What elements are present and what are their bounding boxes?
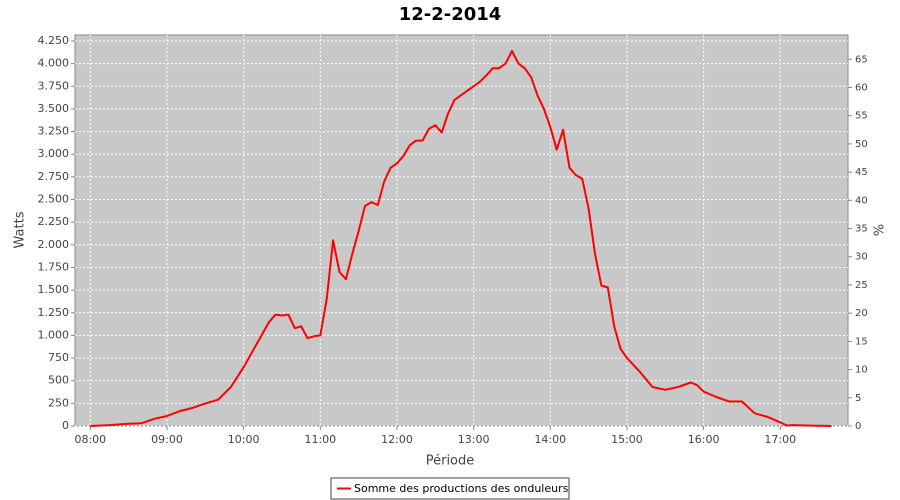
x-tick-label: 16:00 (688, 433, 720, 446)
x-tick-label: 09:00 (151, 433, 183, 446)
x-tick-label: 08:00 (74, 433, 106, 446)
y-tick-label: 2.250 (38, 215, 70, 228)
y-tick-label: 4.000 (38, 57, 70, 70)
y-axis-label: Watts (13, 211, 28, 248)
y-tick-label: 2.500 (38, 193, 70, 206)
x-tick-label: 15:00 (611, 433, 643, 446)
y-tick-label: 3.750 (38, 79, 70, 92)
plot-area (74, 34, 849, 427)
y-tick-label: 3.250 (38, 125, 70, 138)
y-tick-label: 1.500 (38, 283, 70, 296)
y-tick-label: 3.000 (38, 147, 70, 160)
x-tick-label: 12:00 (381, 433, 413, 446)
y2-tick-label: 35 (855, 224, 868, 235)
y2-tick-label: 55 (855, 111, 868, 122)
y2-tick-label: 40 (855, 195, 868, 206)
line-series (90, 49, 832, 427)
chart-title: 12-2-2014 (399, 4, 502, 25)
y-tick-label: 1.250 (38, 306, 70, 319)
y2-tick-label: 0 (855, 421, 861, 432)
legend-label: Somme des productions des onduleurs (354, 482, 569, 495)
y-tick-label: 0 (62, 419, 69, 432)
y2-tick-label: 25 (855, 280, 868, 291)
y2-tick-label: 30 (855, 252, 868, 263)
y2-tick-label: 5 (855, 393, 861, 404)
x-tick-label: 10:00 (228, 433, 260, 446)
y2-tick-label: 20 (855, 308, 868, 319)
y2-tick-label: 10 (855, 365, 868, 376)
y-tick-label: 3.500 (38, 102, 70, 115)
y2-tick-label: 50 (855, 139, 868, 150)
y2-tick-label: 65 (855, 54, 868, 65)
y-tick-label: 2.750 (38, 170, 70, 183)
y-tick-label: 750 (48, 351, 69, 364)
y-tick-label: 1.000 (38, 328, 70, 341)
y-tick-label: 500 (48, 374, 69, 387)
y-tick-label: 4.250 (38, 34, 70, 47)
y-tick-label: 1.750 (38, 260, 70, 273)
x-tick-label: 14:00 (534, 433, 566, 446)
y2-axis-label: % (873, 224, 888, 236)
legend-box (330, 477, 570, 500)
x-axis-label: Période (426, 454, 475, 469)
x-tick-label: 17:00 (764, 433, 796, 446)
y-tick-label: 2.000 (38, 238, 70, 251)
y2-tick-label: 15 (855, 336, 868, 347)
x-tick-label: 11:00 (304, 433, 336, 446)
y2-tick-label: 45 (855, 167, 868, 178)
y-tick-label: 250 (48, 396, 69, 409)
y2-tick-label: 60 (855, 82, 868, 93)
x-tick-label: 13:00 (458, 433, 490, 446)
